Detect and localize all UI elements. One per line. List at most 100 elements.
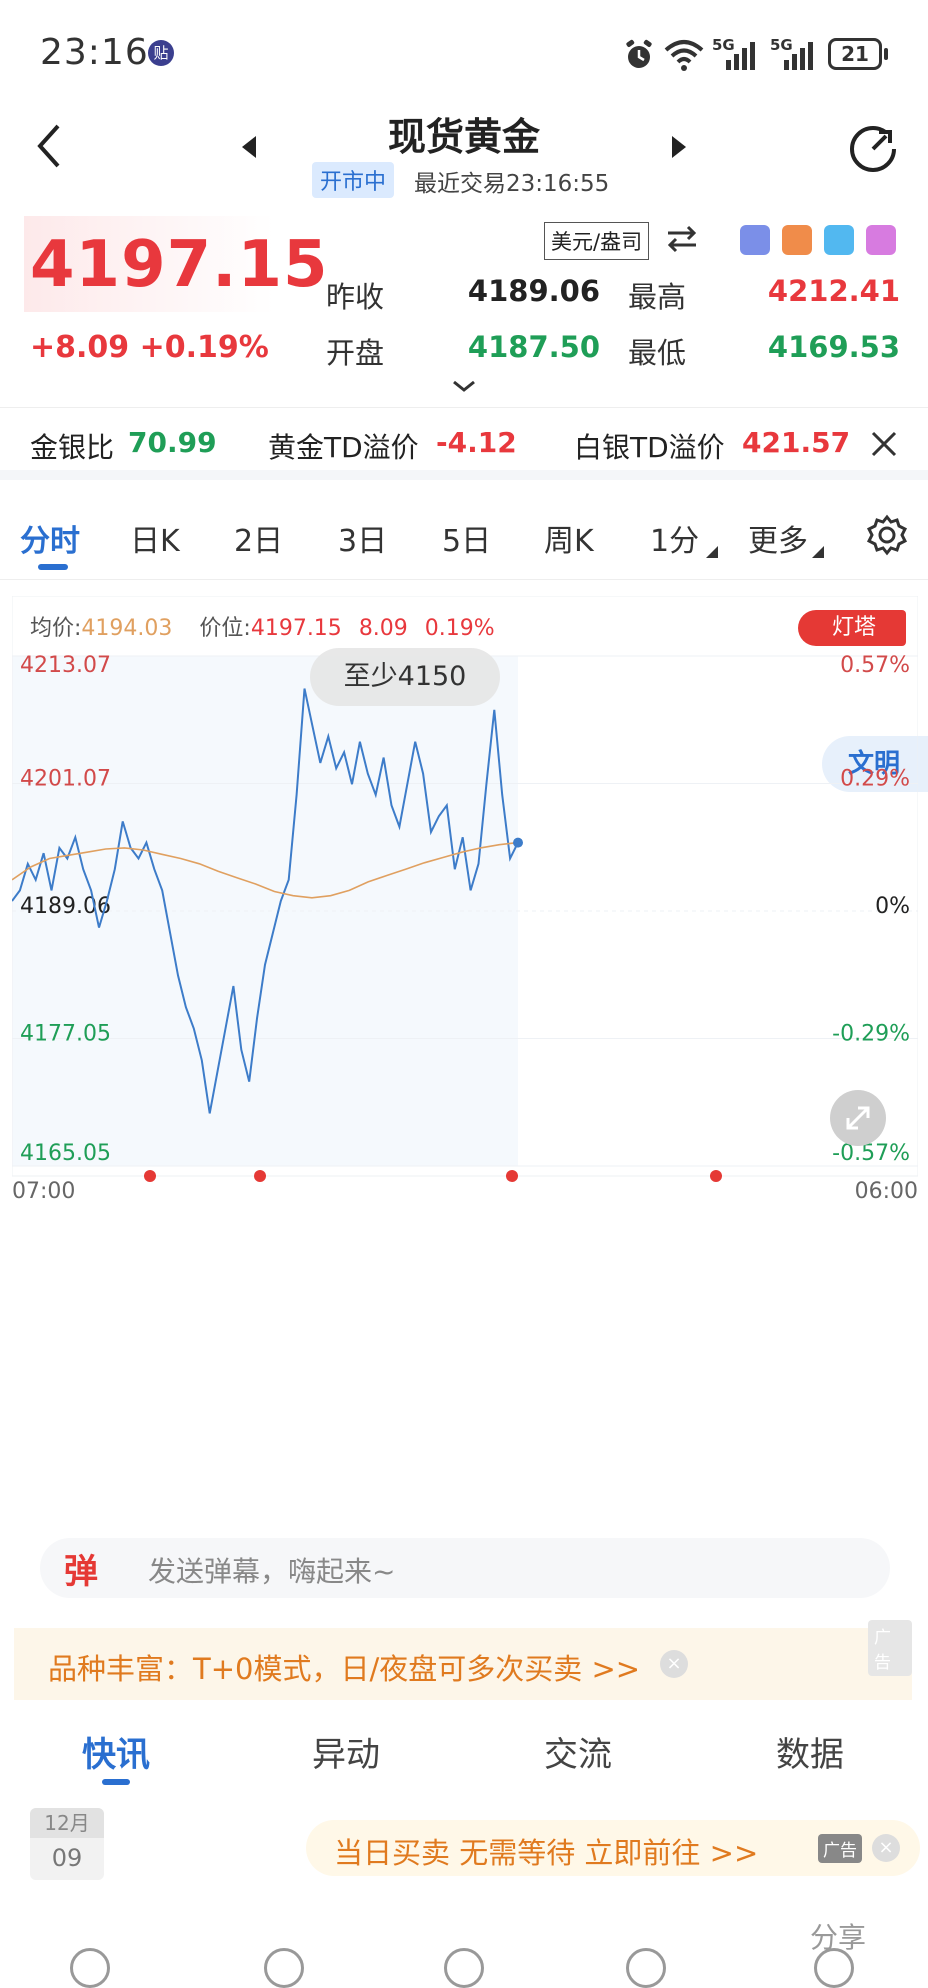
next-instrument-icon[interactable] <box>668 134 690 160</box>
price-change: +8.09 +0.19% <box>30 330 269 365</box>
gold-td-value: -4.12 <box>436 426 517 459</box>
gold-silver-ratio-value: 70.99 <box>128 426 217 459</box>
chart-canvas: 4213.07 0.57%4201.07 0.29%4189.06 0%4177.05… <box>12 596 918 1204</box>
tab-flash-news[interactable]: 快讯 <box>82 1735 150 1775</box>
back-arrow-icon[interactable] <box>34 122 64 170</box>
news-tabs: 快讯 异动 交流 数据 <box>0 1715 928 1795</box>
info-price: 4197.15 <box>250 616 342 641</box>
plot-border <box>12 596 918 1177</box>
price-highlight <box>24 216 274 312</box>
current-price: 4197.15 <box>30 228 329 302</box>
ad-tag: 广告 <box>868 1620 912 1676</box>
nav-home-icon[interactable] <box>70 1948 110 1988</box>
pie-tool-icon[interactable] <box>824 225 854 255</box>
nav-bar: 现货黄金 开市中 最近交易23:16:55 <box>0 100 928 200</box>
danmu-placeholder[interactable]: 发送弹幕，嗨起来~ <box>148 1555 396 1588</box>
tab-day-k[interactable]: 日K <box>130 524 180 559</box>
promo-banner[interactable]: 品种丰富：T+0模式，日/夜盘可多次买卖 >> × 广告 <box>14 1620 912 1700</box>
x-tick-label: 06:00 <box>855 1179 918 1204</box>
page-title: 现货黄金 <box>387 115 540 159</box>
pct-tick-label: 0.57% <box>840 653 910 678</box>
nav-profile-icon[interactable] <box>814 1948 854 1988</box>
nav-news-icon[interactable] <box>626 1948 666 1988</box>
trade-promo-ad-tag: 广告 <box>818 1834 862 1863</box>
trade-promo-close-icon[interactable]: × <box>872 1834 900 1862</box>
y-tick-label: 4177.05 <box>20 1022 111 1047</box>
danmu-badge-icon: 弹 <box>64 1552 98 1592</box>
promo-banner-text[interactable]: 品种丰富：T+0模式，日/夜盘可多次买卖 >> <box>48 1652 641 1686</box>
danmu-bubble: 至少4150 <box>310 648 500 706</box>
tab-more[interactable]: 更多 <box>748 524 808 559</box>
signal-5g-label: 5G <box>712 36 735 54</box>
tab-2day[interactable]: 2日 <box>234 524 284 559</box>
ratio-bar: 金银比 70.99 黄金TD溢价 -4.12 白银TD溢价 421.57 <box>0 410 928 480</box>
tab-more-dropdown-icon <box>812 546 824 558</box>
tab-3day[interactable]: 3日 <box>338 524 388 559</box>
quote-panel: 4197.15 +8.09 +0.19% 美元/盎司 昨收 4189.06 最高… <box>0 200 928 408</box>
open-value: 4187.50 <box>467 330 600 364</box>
swap-icon[interactable] <box>664 224 700 254</box>
promo-close-icon[interactable]: × <box>660 1650 688 1678</box>
prev-close-value: 4189.06 <box>467 274 600 308</box>
expand-chevron-icon[interactable] <box>450 378 478 394</box>
nav-trade-icon[interactable] <box>444 1948 484 1988</box>
face-tool-icon[interactable] <box>866 225 896 255</box>
tab-1min[interactable]: 1分 <box>650 524 700 559</box>
tab-5day[interactable]: 5日 <box>442 524 492 559</box>
signal-5g-label-2: 5G <box>770 36 793 54</box>
price-series-line <box>12 688 519 1114</box>
intraday-chart[interactable]: 均价:4194.03 价位:4197.15 8.09 0.19% 灯塔 文明 4… <box>12 596 928 1496</box>
notification-badge-icon: 贴 <box>148 40 174 66</box>
info-pct: 0.19% <box>424 616 495 641</box>
high-label: 最高 <box>628 280 687 314</box>
y-tick-label: 4201.07 <box>20 767 111 792</box>
avg-price-line <box>12 841 519 899</box>
lighthouse-promo-button[interactable]: 灯塔 <box>798 610 906 646</box>
date-month: 12月 <box>30 1808 104 1838</box>
tab-timeshare[interactable]: 分时 <box>20 524 80 559</box>
date-day: 09 <box>51 1844 83 1872</box>
side-tag[interactable]: 文明 <box>822 736 928 792</box>
x-tick-label: 07:00 <box>12 1179 75 1204</box>
event-dot <box>144 1170 156 1182</box>
tab-data[interactable]: 数据 <box>776 1735 844 1775</box>
last-trade-time: 最近交易23:16:55 <box>414 171 610 197</box>
event-dot <box>710 1170 722 1182</box>
avg-label: 均价: <box>30 616 82 641</box>
lighthouse-tool-icon[interactable] <box>782 225 812 255</box>
last-price-marker <box>513 837 523 848</box>
event-dot <box>254 1170 266 1182</box>
pct-tick-label: 0% <box>875 894 910 919</box>
date-card: 12月 09 <box>30 1808 104 1880</box>
event-dot <box>506 1170 518 1182</box>
high-value: 4212.41 <box>767 274 900 308</box>
alarm-icon <box>626 39 652 68</box>
tab-movement[interactable]: 异动 <box>312 1735 380 1775</box>
fullscreen-icon[interactable] <box>830 1090 886 1146</box>
active-tab-indicator <box>38 564 68 570</box>
battery-tip <box>884 48 888 60</box>
close-icon[interactable] <box>870 430 898 458</box>
nav-market-icon[interactable] <box>264 1948 304 1988</box>
percent-tool-icon[interactable] <box>740 225 770 255</box>
tab-week-k[interactable]: 周K <box>544 524 594 559</box>
low-value: 4169.53 <box>767 330 900 364</box>
danmu-input-bar[interactable]: 弹 发送弹幕，嗨起来~ <box>40 1538 890 1598</box>
trade-promo-banner[interactable]: 当日买卖 无需等待 立即前往 >> 广告 × <box>306 1820 920 1876</box>
battery-icon: 21 <box>828 38 882 70</box>
gold-td-label: 黄金TD溢价 <box>268 431 419 464</box>
refresh-icon[interactable] <box>846 122 900 176</box>
pct-tick-label: -0.29% <box>832 1022 910 1047</box>
period-tabs: 分时 日K 2日 3日 5日 周K 1分 更多 <box>0 500 928 580</box>
signal-bars-icon <box>726 42 755 70</box>
settings-gear-icon[interactable] <box>866 514 908 556</box>
prev-instrument-icon[interactable] <box>238 134 260 160</box>
pct-tick-label: 0.29% <box>840 767 910 792</box>
tab-community[interactable]: 交流 <box>544 1735 612 1775</box>
prev-close-label: 昨收 <box>326 280 385 314</box>
market-status-badge: 开市中 <box>312 162 395 198</box>
trade-promo-text[interactable]: 当日买卖 无需等待 立即前往 >> <box>334 1836 759 1870</box>
tab-1min-dropdown-icon <box>706 546 718 558</box>
silver-td-label: 白银TD溢价 <box>574 431 725 464</box>
currency-unit[interactable]: 美元/盎司 <box>544 222 650 260</box>
